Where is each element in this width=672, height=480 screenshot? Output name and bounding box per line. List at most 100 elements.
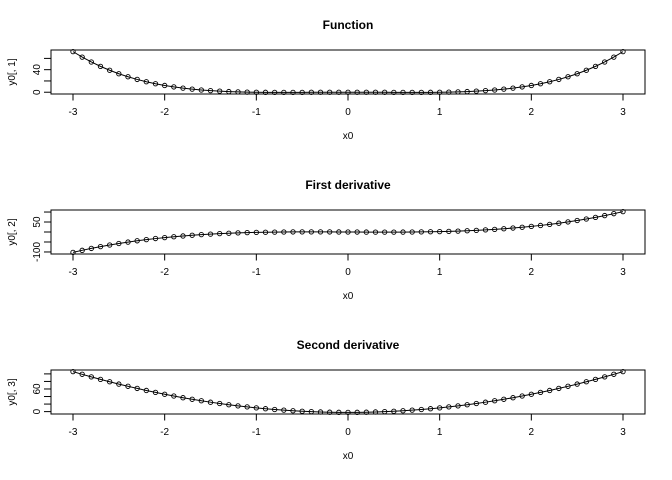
data-point-marker	[327, 229, 333, 235]
data-point-marker	[152, 235, 159, 242]
data-point-marker	[152, 389, 159, 396]
data-point-marker	[226, 230, 232, 236]
data-point-marker	[152, 81, 159, 87]
panel-title: Function	[323, 18, 374, 32]
data-point-marker	[97, 376, 104, 383]
data-point-marker	[473, 88, 479, 94]
y-tick-label: -100	[32, 242, 43, 262]
data-point-marker	[217, 230, 223, 237]
data-point-marker	[602, 59, 608, 65]
data-point-marker	[189, 396, 195, 402]
x-tick-label: 0	[345, 267, 351, 278]
series-line	[72, 211, 624, 253]
data-point-marker	[583, 216, 589, 222]
data-point-marker	[473, 227, 479, 234]
data-point-marker	[281, 89, 287, 96]
data-point-marker	[198, 87, 204, 93]
data-point-marker	[391, 229, 397, 235]
data-point-marker	[272, 89, 278, 96]
data-point-marker	[281, 407, 287, 413]
data-point-marker	[611, 54, 617, 60]
data-point-marker	[437, 89, 443, 95]
data-point-marker	[207, 231, 214, 237]
data-point-marker	[409, 407, 415, 413]
data-point-marker	[143, 387, 149, 394]
data-point-marker	[354, 89, 360, 95]
data-point-marker	[519, 224, 525, 230]
data-point-marker	[336, 89, 342, 95]
data-point-marker	[574, 217, 580, 224]
data-point-marker	[134, 76, 140, 83]
data-point-marker	[537, 222, 544, 229]
data-point-marker	[492, 398, 498, 404]
x-tick-label: -2	[160, 107, 169, 118]
data-point-marker	[528, 391, 534, 397]
data-point-marker	[482, 227, 489, 233]
data-point-marker	[116, 71, 122, 77]
data-point-marker	[198, 231, 204, 238]
data-point-marker	[620, 48, 626, 55]
data-point-marker	[336, 409, 342, 415]
y-tick-label: 40	[32, 64, 43, 76]
data-point-marker	[143, 236, 149, 243]
data-point-marker	[464, 88, 470, 95]
data-point-marker	[253, 405, 259, 411]
data-point-marker	[528, 223, 534, 230]
data-point-marker	[162, 82, 168, 89]
data-point-marker	[79, 247, 85, 253]
data-point-marker	[217, 400, 223, 407]
data-point-marker	[547, 387, 553, 394]
data-point-marker	[547, 221, 553, 228]
data-point-marker	[235, 230, 241, 236]
x-tick-label: 1	[437, 267, 443, 278]
data-point-marker	[299, 408, 305, 414]
data-point-marker	[382, 409, 388, 415]
data-point-marker	[620, 368, 626, 375]
data-point-marker	[107, 67, 113, 73]
data-point-marker	[473, 400, 479, 407]
data-point-marker	[317, 229, 324, 235]
data-point-marker	[198, 398, 204, 404]
data-point-marker	[134, 385, 140, 392]
x-tick-label: 1	[437, 107, 443, 118]
data-point-marker	[97, 244, 104, 250]
data-point-marker	[418, 229, 424, 235]
data-point-marker	[253, 229, 259, 236]
data-point-marker	[345, 229, 351, 235]
data-point-marker	[180, 85, 186, 91]
data-point-marker	[400, 408, 406, 414]
data-point-marker	[611, 371, 617, 377]
data-point-marker	[143, 79, 149, 85]
x-tick-label: 2	[529, 107, 535, 118]
panel-second-derivative: Second derivative -3 -2 -1 0 1 2 3 0 60 x0 y0[, 3]	[0, 320, 672, 480]
data-point-marker	[510, 85, 516, 91]
data-point-marker	[272, 406, 278, 413]
x-tick-label: 3	[620, 267, 626, 278]
y-axis-label: y0[, 2]	[7, 218, 18, 245]
data-point-marker	[382, 229, 388, 235]
data-point-marker	[162, 234, 168, 241]
data-point-marker	[70, 368, 76, 375]
data-point-marker	[537, 81, 544, 87]
data-point-marker	[88, 374, 94, 380]
data-point-marker	[281, 229, 287, 235]
data-point-marker	[446, 89, 452, 95]
data-point-marker	[262, 229, 269, 235]
panel-function: Function -3 -2 -1 0 1 2 3 0 40 x0 y0[, 1]	[0, 0, 672, 160]
data-point-marker	[537, 389, 544, 396]
data-point-marker	[427, 89, 434, 95]
data-point-marker	[226, 88, 232, 95]
data-point-marker	[583, 67, 589, 73]
data-point-marker	[363, 409, 369, 415]
data-point-marker	[189, 86, 195, 92]
x-tick-label: -3	[69, 107, 78, 118]
data-point-marker	[345, 409, 351, 416]
data-point-marker	[171, 393, 177, 399]
series-line	[72, 51, 624, 93]
data-point-marker	[354, 409, 360, 415]
data-point-marker	[492, 226, 498, 233]
x-axis-label: x0	[343, 451, 354, 462]
data-point-marker	[482, 87, 489, 94]
second-derivative-plot: Second derivative -3 -2 -1 0 1 2 3 0 60 x0 y0[, 3]	[7, 338, 646, 462]
data-point-marker	[162, 391, 168, 397]
